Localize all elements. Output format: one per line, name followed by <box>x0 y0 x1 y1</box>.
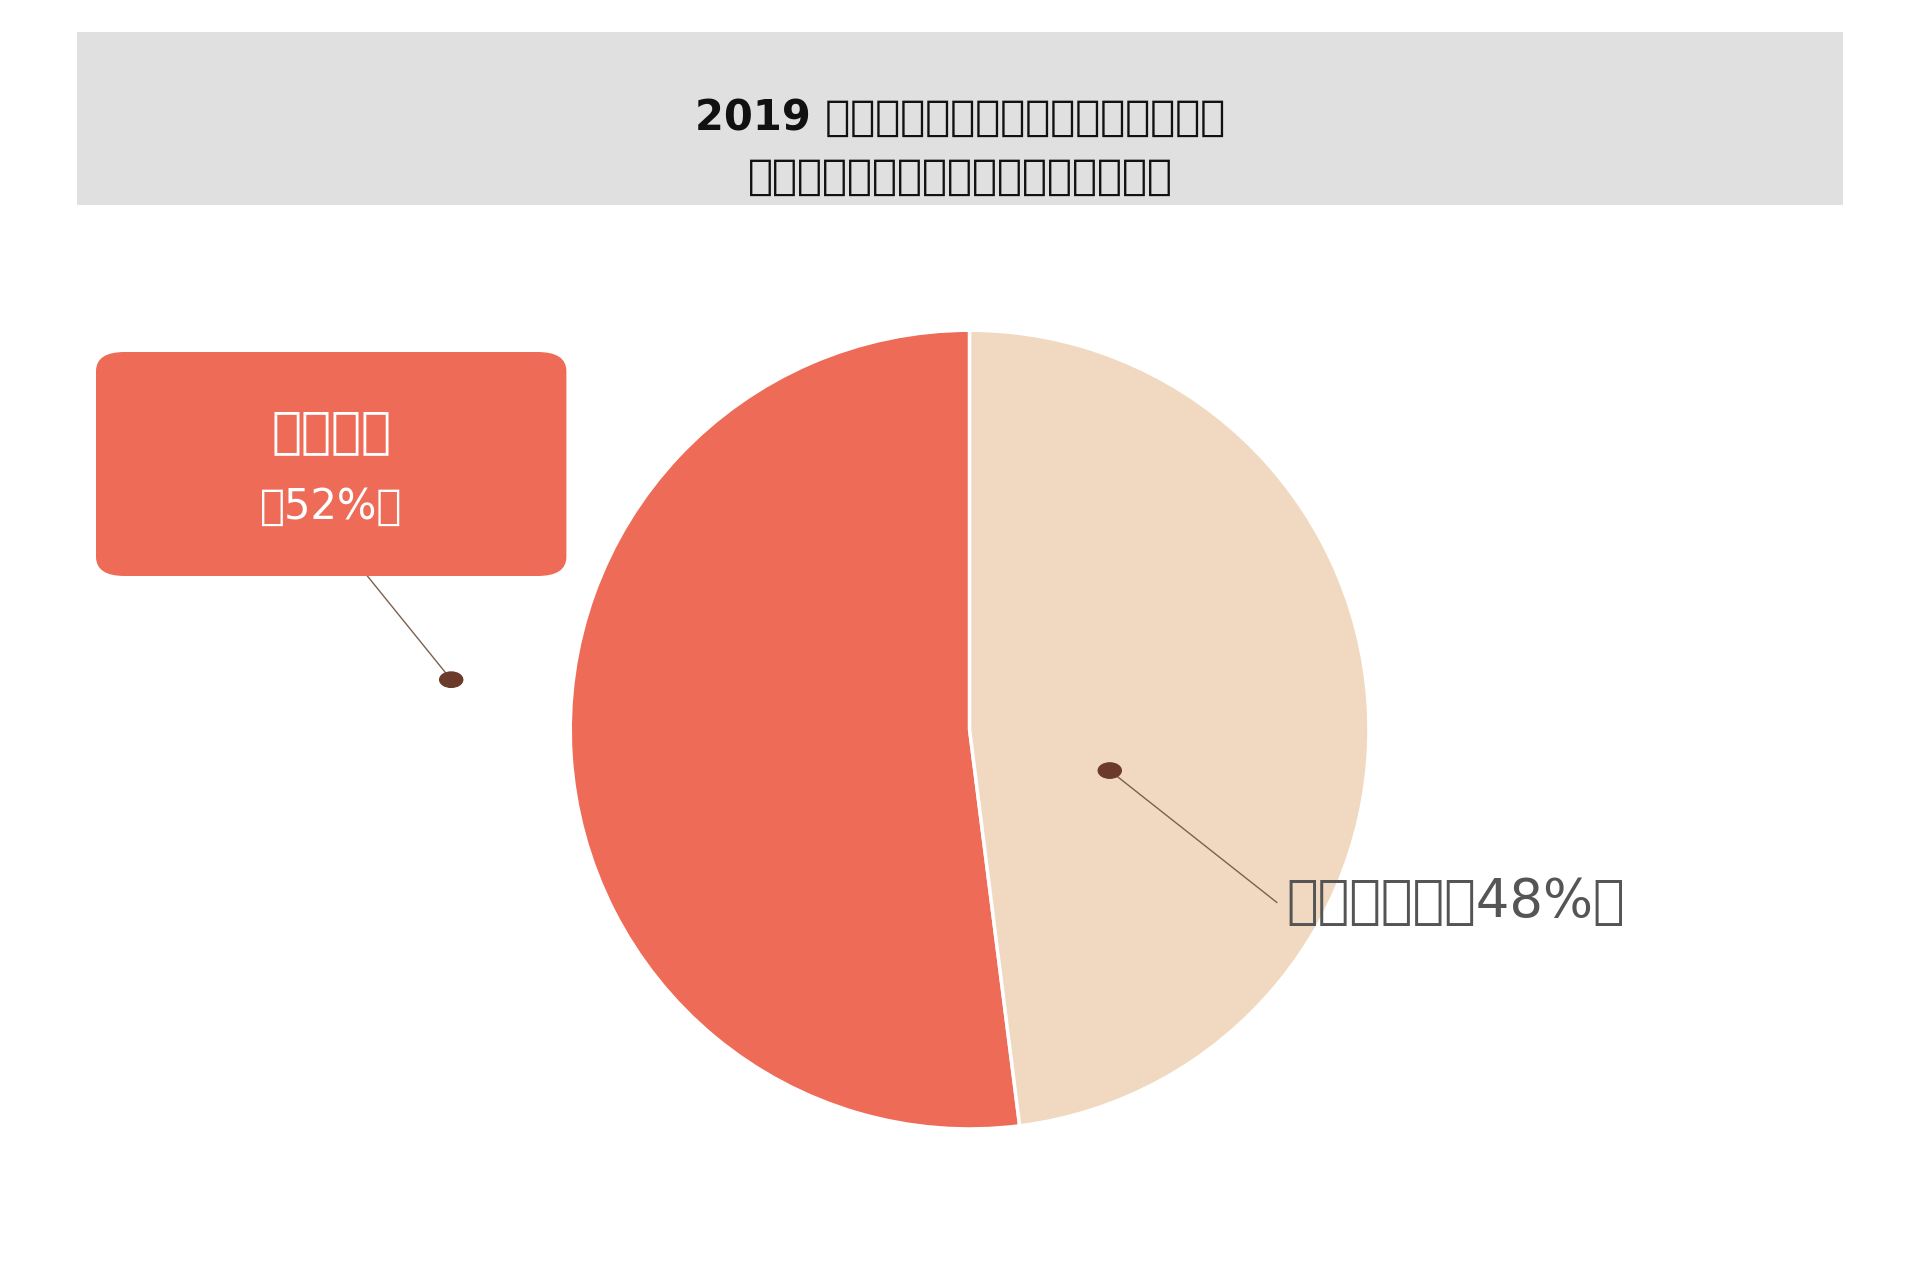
Wedge shape <box>970 330 1369 1126</box>
Text: 変わった: 変わった <box>271 408 392 457</box>
Text: 変わらない（48%）: 変わらない（48%） <box>1286 877 1624 928</box>
Text: （52%）: （52%） <box>259 485 403 527</box>
Wedge shape <box>570 330 1020 1129</box>
Text: 化粧下地の選び方は変わりましたか。: 化粧下地の選び方は変わりましたか。 <box>747 156 1173 197</box>
Text: 2019 年以前（マスク生活以前）と比べ、: 2019 年以前（マスク生活以前）と比べ、 <box>695 97 1225 138</box>
